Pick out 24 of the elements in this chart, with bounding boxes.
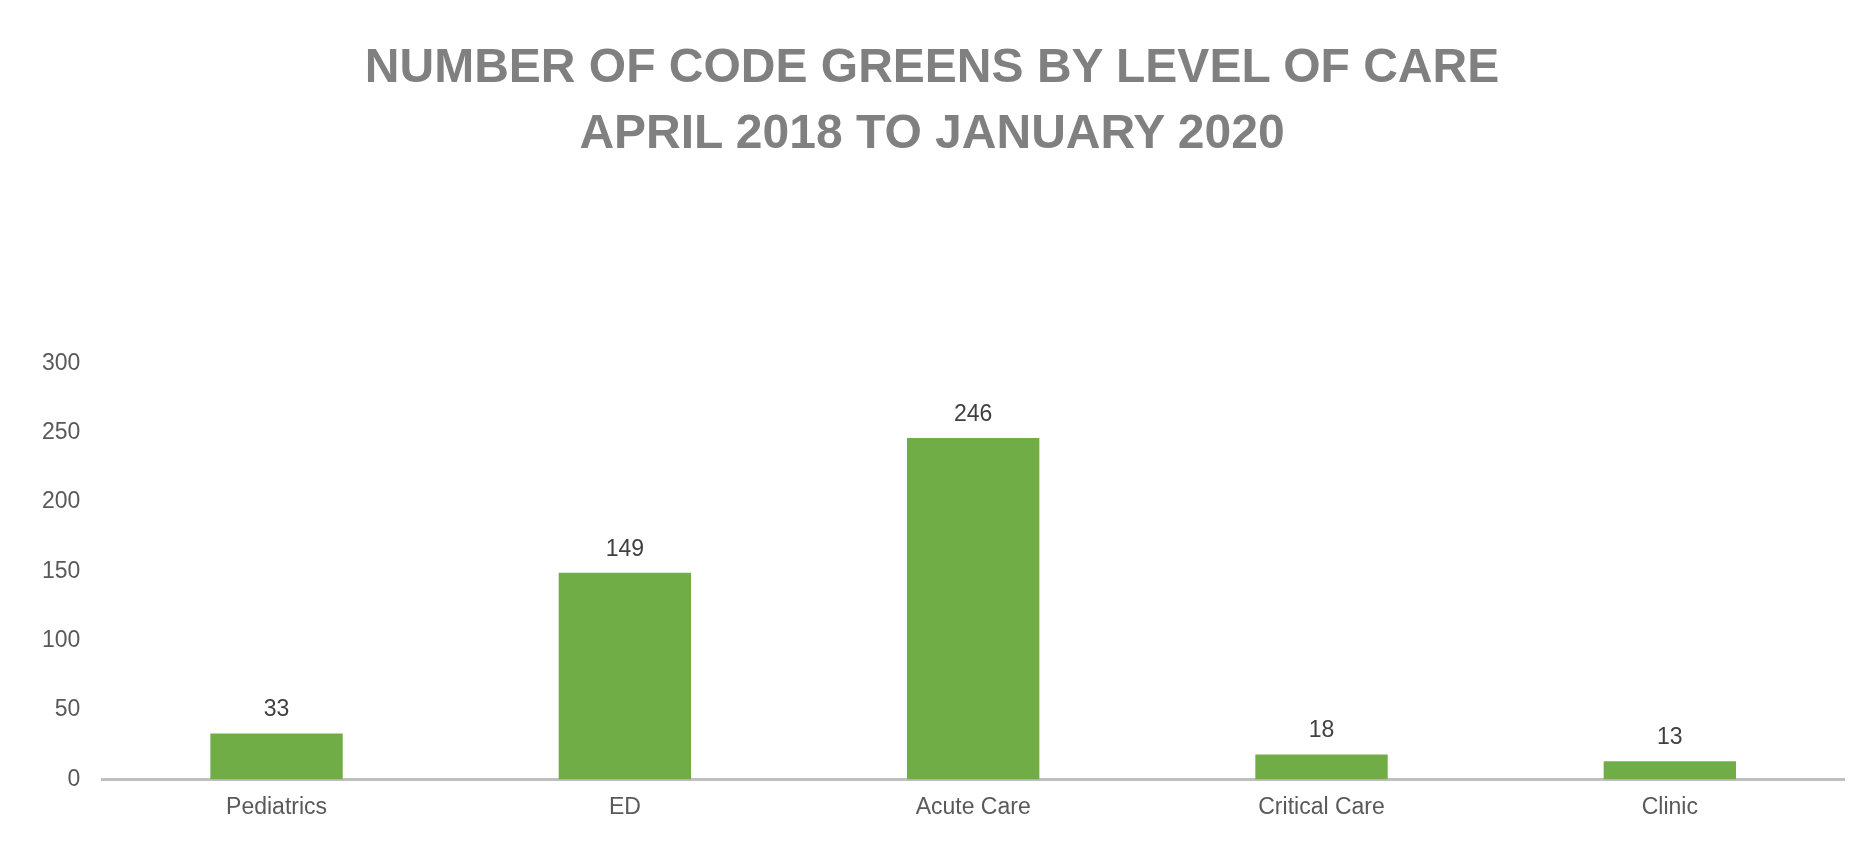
data-label: 149: [605, 534, 645, 561]
y-tick-label: 250: [42, 417, 81, 444]
x-tick-label: ED: [608, 792, 641, 819]
x-tick-label: Critical Care: [1258, 792, 1385, 819]
data-label: 13: [1657, 723, 1683, 750]
chart-title: NUMBER OF CODE GREENS BY LEVEL OF CARE: [364, 39, 1500, 93]
y-tick-label: 100: [42, 626, 81, 653]
y-tick-label: 300: [42, 348, 81, 375]
x-tick-label: Acute Care: [915, 792, 1031, 819]
bar: [558, 572, 692, 780]
bar: [907, 438, 1040, 780]
x-tick-label: Pediatrics: [226, 792, 328, 819]
y-tick-label: 200: [42, 487, 81, 514]
chart-subtitle: APRIL 2018 TO JANUARY 2020: [579, 104, 1285, 158]
bar: [1255, 754, 1388, 780]
data-label: 33: [263, 695, 290, 722]
bar: [210, 733, 343, 780]
bar: [1603, 761, 1737, 780]
y-tick-label: 50: [54, 695, 81, 722]
data-label: 18: [1308, 716, 1335, 743]
y-tick-label: 150: [42, 556, 81, 583]
data-label: 246: [954, 399, 993, 426]
x-tick-label: Clinic: [1641, 792, 1698, 819]
y-tick-label: 0: [67, 764, 81, 791]
